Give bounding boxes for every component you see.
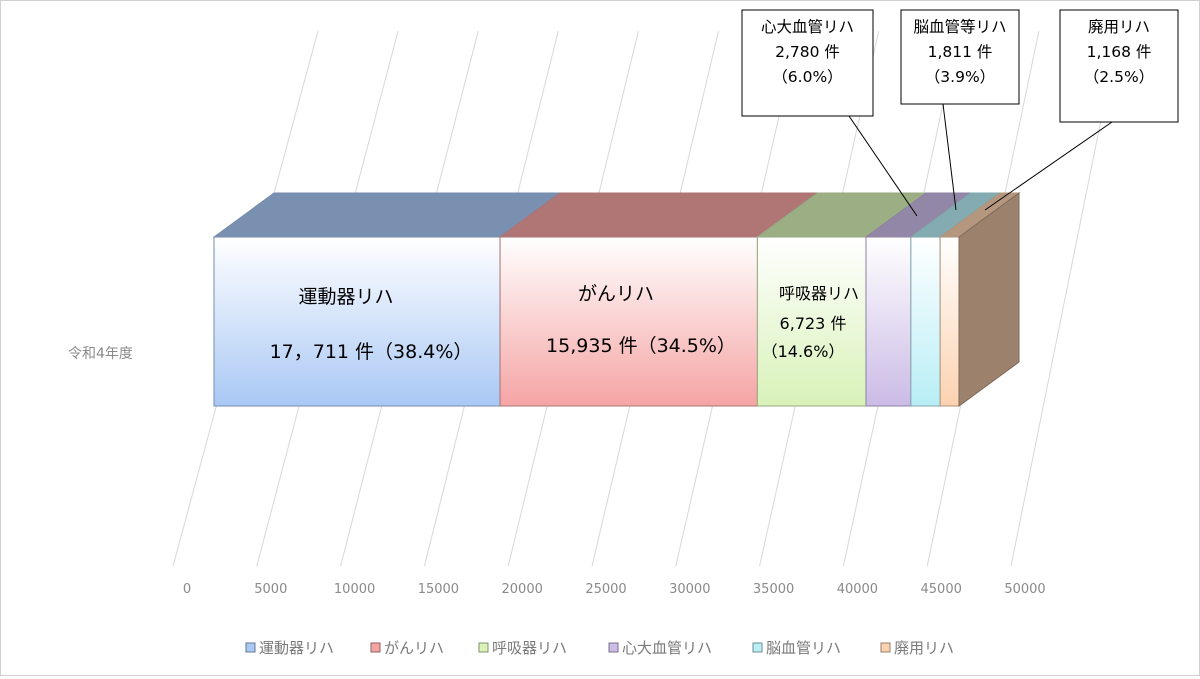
x-tick-label: 50000 bbox=[1004, 582, 1045, 597]
bar-front-6 bbox=[939, 236, 960, 407]
bar-front-3 bbox=[756, 236, 867, 407]
segment-label-1: 17，711 件（38.4%） bbox=[270, 341, 473, 363]
bar-end-face bbox=[958, 192, 1020, 407]
segment-label-1: 運動器リハ bbox=[298, 286, 393, 308]
legend-swatch bbox=[608, 642, 619, 653]
legend-swatch bbox=[880, 642, 891, 653]
segment-label-2: 15,935 件（34.5%） bbox=[546, 335, 736, 357]
callout-label: 1,168 件 bbox=[1087, 43, 1152, 61]
floor-gridline bbox=[675, 435, 707, 567]
callout-leader bbox=[984, 121, 1113, 211]
x-tick-label: 20000 bbox=[502, 582, 543, 597]
callout-label: （2.5%） bbox=[1084, 68, 1154, 86]
x-tick-label: 5000 bbox=[254, 582, 287, 597]
legend-swatch bbox=[370, 642, 381, 653]
segment-label-2: がんリハ bbox=[578, 283, 654, 305]
legend-swatch bbox=[752, 642, 763, 653]
legend-label: 廃用リハ bbox=[894, 639, 954, 657]
category-label: 令和4年度 bbox=[68, 346, 133, 362]
legend-swatch bbox=[478, 642, 489, 653]
x-tick-label: 45000 bbox=[921, 582, 962, 597]
floor-gridline bbox=[507, 435, 541, 567]
callout-label: 2,780 件 bbox=[775, 43, 840, 61]
callout-label: 1,811 件 bbox=[928, 43, 993, 61]
legend-label: 運動器リハ bbox=[259, 639, 334, 657]
bar-top-1 bbox=[212, 192, 562, 238]
callout-box bbox=[900, 9, 1020, 105]
segment-label-3: （14.6%） bbox=[762, 342, 845, 361]
x-tick-label: 25000 bbox=[585, 582, 626, 597]
x-tick-label: 0 bbox=[183, 582, 191, 597]
callout-box bbox=[741, 9, 874, 117]
segment-label-3: 6,723 件 bbox=[780, 314, 847, 333]
bar-front-1 bbox=[213, 236, 501, 407]
x-tick-label: 30000 bbox=[669, 582, 710, 597]
floor-gridline bbox=[759, 435, 790, 567]
x-tick-label: 15000 bbox=[418, 582, 459, 597]
x-tick-label: 40000 bbox=[837, 582, 878, 597]
floor-gridline bbox=[1010, 435, 1038, 567]
legend-label: 心大血管リハ bbox=[622, 639, 712, 657]
callout-label: 心大血管リハ bbox=[761, 18, 854, 36]
callout-label: （6.0%） bbox=[772, 68, 842, 86]
floor-gridline bbox=[256, 435, 292, 567]
callout-label: （3.9%） bbox=[925, 68, 995, 86]
x-tick-label: 10000 bbox=[334, 582, 375, 597]
x-tick-label: 35000 bbox=[753, 582, 794, 597]
floor-gridline bbox=[423, 435, 458, 567]
floor-gridline bbox=[591, 435, 624, 567]
callout-label: 廃用リハ bbox=[1088, 18, 1150, 36]
legend-label: がんリハ bbox=[384, 639, 444, 657]
floor-gridline bbox=[172, 435, 209, 567]
bar-front-2 bbox=[499, 236, 758, 407]
legend-label: 呼吸器リハ bbox=[492, 639, 567, 657]
segment-label-3: 呼吸器リハ bbox=[779, 284, 859, 303]
legend-swatch bbox=[245, 642, 256, 653]
legend-label: 脳血管リハ bbox=[766, 639, 841, 657]
callout-box bbox=[1059, 9, 1179, 123]
callout-label: 脳血管等リハ bbox=[913, 18, 1006, 36]
bar-front-4 bbox=[865, 236, 912, 407]
bar-front-5 bbox=[910, 236, 941, 407]
floor-gridline bbox=[926, 435, 955, 567]
callout-leader bbox=[942, 103, 957, 211]
floor-gridline bbox=[340, 435, 375, 567]
callout-leader bbox=[848, 115, 918, 217]
floor-gridline bbox=[842, 435, 872, 567]
